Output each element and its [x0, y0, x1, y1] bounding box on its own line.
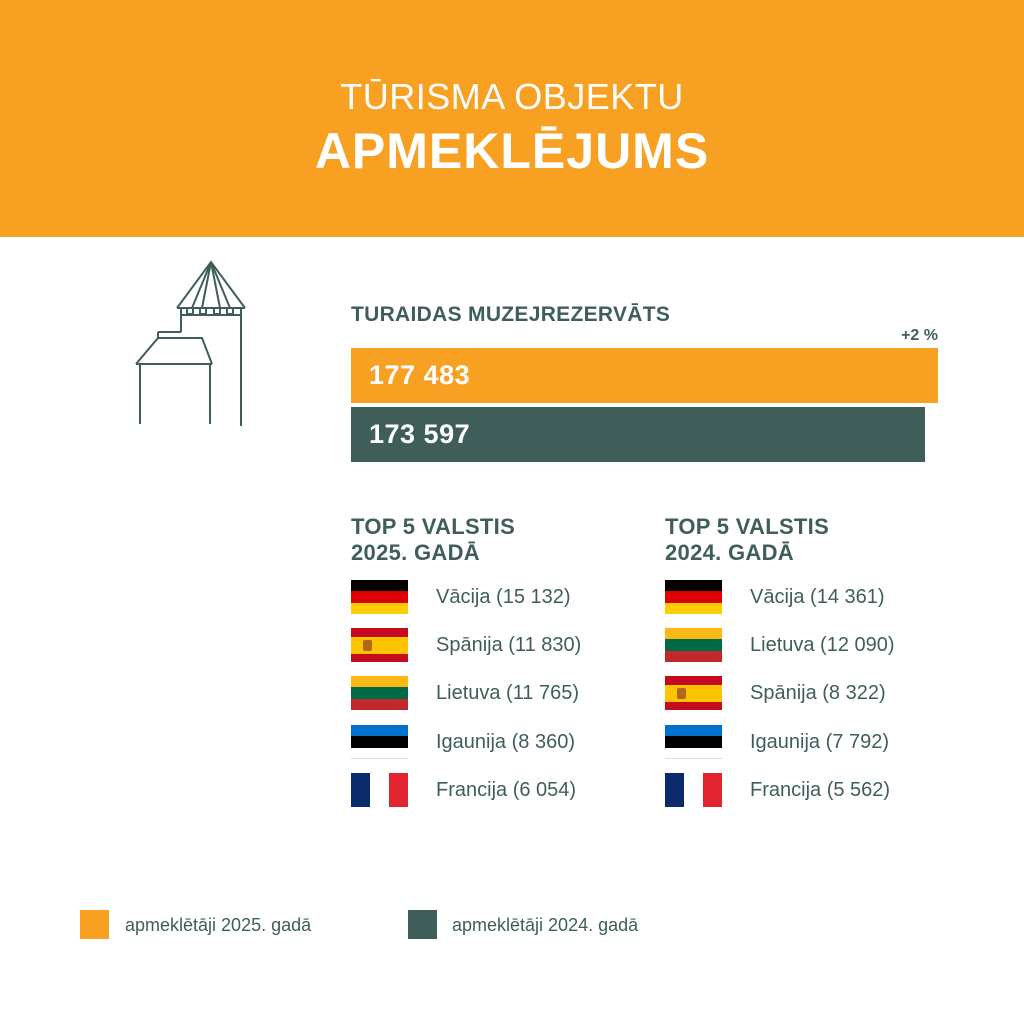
- country-label: Francija (6 054): [436, 779, 577, 801]
- germany-flag-icon: [351, 580, 408, 614]
- spain-flag-icon: [665, 676, 722, 710]
- country-label: Francija (5 562): [750, 779, 891, 801]
- lithuania-flag-icon: [665, 628, 722, 662]
- title-line-1: TŪRISMA OBJEKTU: [340, 76, 684, 117]
- germany-flag-icon: [665, 580, 722, 614]
- estonia-flag-icon: [665, 725, 722, 759]
- legend-swatch-2024: [408, 910, 437, 939]
- top-2024-heading-line2: 2024. GADĀ: [665, 540, 794, 565]
- top-2025-heading-line2: 2025. GADĀ: [351, 540, 480, 565]
- bar-2024-value-label: 173 597: [369, 419, 471, 449]
- country-label: Lietuva (11 765): [436, 682, 580, 704]
- top-2024-heading-line1: TOP 5 VALSTIS: [665, 514, 830, 539]
- title-line-2: APMEKLĒJUMS: [314, 123, 710, 179]
- country-label: Spānija (8 322): [750, 682, 886, 704]
- country-label: Igaunija (7 792): [750, 731, 889, 753]
- bar-2025-value-label: 177 483: [369, 360, 471, 390]
- country-label: Igaunija (8 360): [436, 731, 575, 753]
- bar-2024: 173 597: [351, 407, 925, 462]
- legend-label-2025: apmeklētāji 2025. gadā: [125, 915, 312, 935]
- estonia-flag-icon: [351, 725, 408, 759]
- country-label: Vācija (14 361): [750, 586, 885, 608]
- top-2024-heading: TOP 5 VALSTIS 2024. GADĀ: [665, 514, 829, 566]
- change-percent: +2 %: [901, 327, 938, 344]
- top-2025-heading: TOP 5 VALSTIS 2025. GADĀ: [351, 514, 515, 566]
- header-banner: TŪRISMA OBJEKTU APMEKLĒJUMS: [0, 0, 1024, 237]
- spain-flag-icon: [351, 628, 408, 662]
- bar-2025: 177 483: [351, 348, 938, 403]
- country-label: Vācija (15 132): [436, 586, 571, 608]
- legend-swatch-2025: [80, 910, 109, 939]
- museum-name: TURAIDAS MUZEJREZERVĀTS: [351, 303, 671, 326]
- castle-tower-icon: [135, 260, 246, 426]
- france-flag-icon: [665, 773, 722, 807]
- country-label: Spānija (11 830): [436, 634, 582, 656]
- country-label: Lietuva (12 090): [750, 634, 895, 656]
- france-flag-icon: [351, 773, 408, 807]
- legend-label-2024: apmeklētāji 2024. gadā: [452, 915, 639, 935]
- top-2025-heading-line1: TOP 5 VALSTIS: [351, 514, 516, 539]
- lithuania-flag-icon: [351, 676, 408, 710]
